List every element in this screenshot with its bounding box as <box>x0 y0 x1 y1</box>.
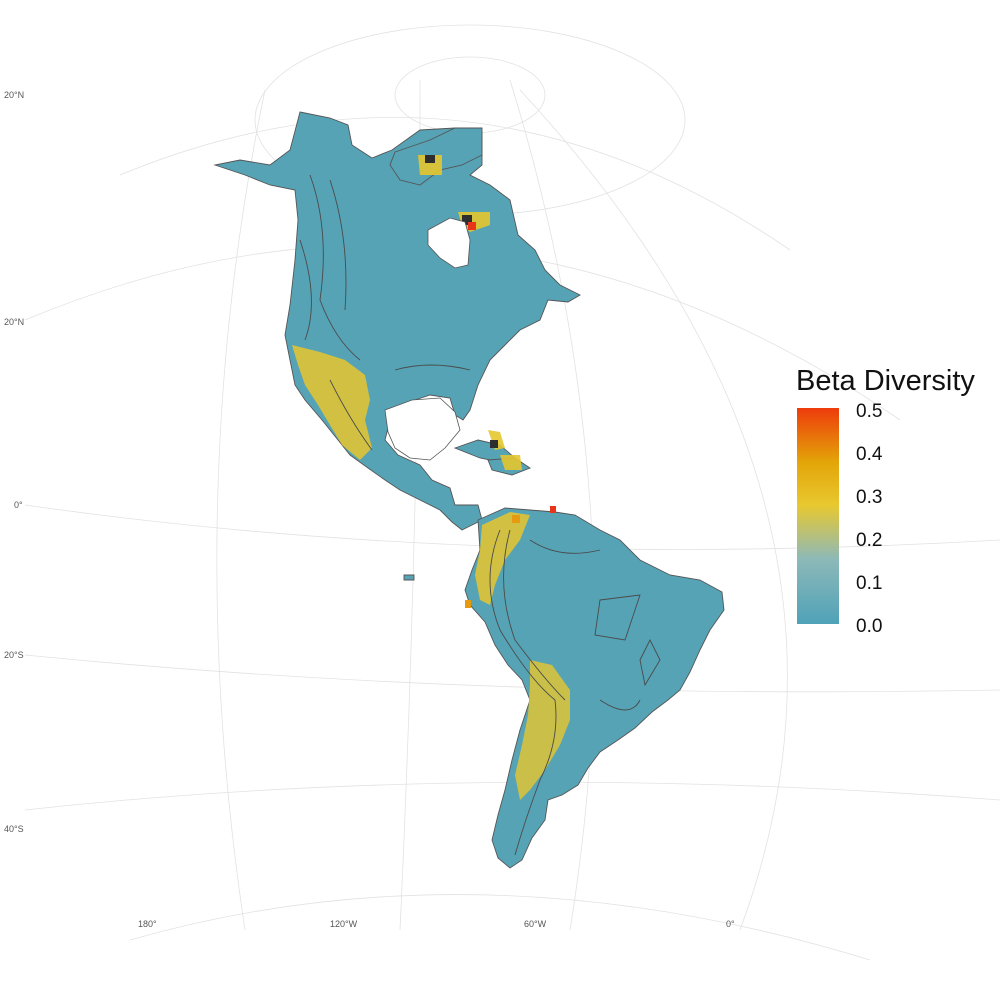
hotspot-orange-2 <box>465 600 471 608</box>
lakes <box>384 217 471 461</box>
hotspot-mexico <box>292 345 372 460</box>
legend-tick-2: 0.3 <box>856 487 882 508</box>
hotspot-red-1 <box>468 222 476 230</box>
lat-label-2: 20°N <box>4 317 24 327</box>
longitude-labels: 180° 120°W 60°W 0° <box>138 919 735 929</box>
hotspot-andes-north <box>475 512 530 605</box>
lat-label-4: 20°S <box>4 650 24 660</box>
legend-tick-4: 0.1 <box>856 573 882 594</box>
hudson-bay <box>427 217 471 269</box>
lon-label-4: 0° <box>726 919 735 929</box>
gulf-of-mexico <box>384 397 461 461</box>
latitude-labels: 20°N 20°N 0° 20°S 40°S <box>4 90 24 834</box>
lat-label-1: 20°N <box>4 90 24 100</box>
legend-title: Beta Diversity <box>796 365 975 397</box>
lon-label-3: 60°W <box>524 919 547 929</box>
lon-label-2: 120°W <box>330 919 358 929</box>
legend-tick-1: 0.4 <box>856 444 883 465</box>
lon-label-1: 180° <box>138 919 157 929</box>
lat-label-3: 0° <box>14 500 23 510</box>
galapagos <box>403 574 415 581</box>
hotspot-dark-3 <box>490 440 498 448</box>
legend-colorbar <box>797 408 839 624</box>
hotspot-andes-central <box>515 660 570 800</box>
legend-tick-5: 0.0 <box>856 616 882 637</box>
lat-label-5: 40°S <box>4 824 24 834</box>
hotspot-orange-1 <box>512 515 520 523</box>
hotspot-layer <box>292 155 570 800</box>
legend: Beta Diversity 0.5 0.4 0.3 0.2 0.1 0.0 <box>796 365 975 637</box>
ecoregion-boundaries <box>299 174 661 856</box>
hotspot-red-2 <box>550 506 556 513</box>
hotspot-hudson <box>418 155 490 232</box>
hotspot-dark-2 <box>462 215 472 225</box>
hotspot-dark-1 <box>425 155 435 163</box>
legend-tick-3: 0.2 <box>856 530 882 551</box>
legend-tick-0: 0.5 <box>856 401 882 422</box>
